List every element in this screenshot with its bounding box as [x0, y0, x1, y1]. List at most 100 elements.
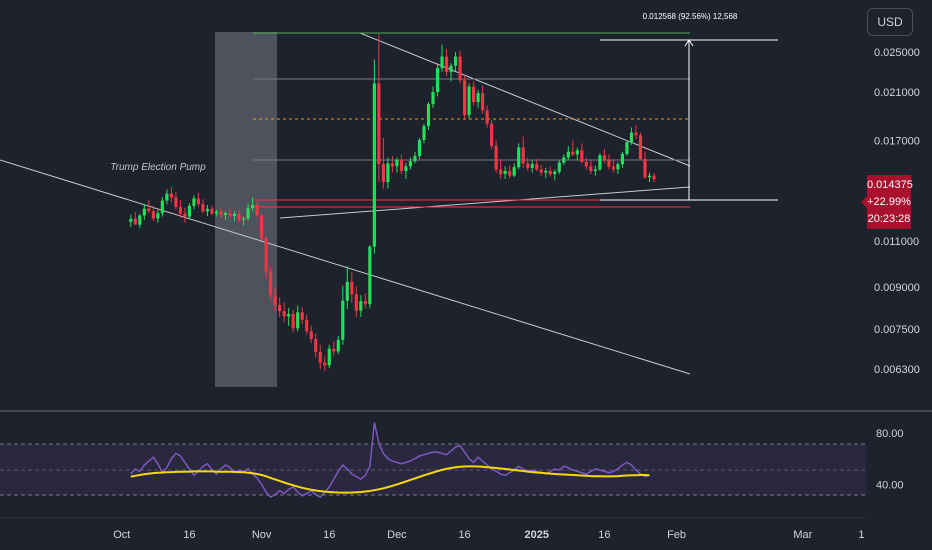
candle-body[interactable] — [399, 159, 404, 171]
candle-body[interactable] — [458, 56, 462, 81]
candle-body[interactable] — [129, 218, 133, 222]
price-scale[interactable]: 0.025000 0.021000 0.017000 0.011000 0.009000… — [874, 47, 920, 376]
candle-body[interactable] — [580, 150, 584, 162]
candle-body[interactable] — [503, 170, 507, 175]
candle-body[interactable] — [440, 56, 444, 69]
candle-body[interactable] — [553, 171, 557, 175]
candle-body[interactable] — [598, 155, 602, 170]
candle-body[interactable] — [178, 206, 182, 214]
candle-body[interactable] — [165, 193, 169, 201]
candle-body[interactable] — [381, 164, 385, 183]
candle-body[interactable] — [345, 281, 349, 301]
candle-body[interactable] — [485, 110, 489, 124]
candle-body[interactable] — [629, 132, 634, 142]
candle-body[interactable] — [156, 213, 160, 219]
candle-body[interactable] — [160, 200, 164, 214]
candle-body[interactable] — [548, 170, 552, 175]
candle-body[interactable] — [530, 164, 534, 168]
rsi-ma-line[interactable] — [130, 465, 650, 494]
candle-body[interactable] — [643, 158, 647, 178]
candle-body[interactable] — [169, 193, 173, 198]
candle-body[interactable] — [517, 147, 521, 168]
candle-body[interactable] — [314, 338, 318, 353]
candle-body[interactable] — [309, 331, 313, 339]
candles-layer[interactable] — [129, 34, 656, 371]
candle-body[interactable] — [354, 294, 358, 311]
rsi-scale[interactable]: 80.00 40.00 — [876, 428, 904, 491]
candle-body[interactable] — [332, 348, 336, 352]
candle-body[interactable] — [368, 246, 372, 305]
candle-body[interactable] — [566, 151, 570, 158]
candle-body[interactable] — [246, 208, 250, 219]
candle-body[interactable] — [228, 213, 232, 217]
candle-body[interactable] — [508, 170, 512, 176]
rsi-line[interactable] — [130, 422, 650, 499]
candle-body[interactable] — [557, 162, 561, 172]
candle-body[interactable] — [395, 159, 399, 167]
candle-body[interactable] — [201, 204, 205, 212]
candle-body[interactable] — [296, 312, 300, 329]
candle-body[interactable] — [359, 301, 363, 311]
candle-body[interactable] — [616, 164, 620, 170]
price-axis[interactable] — [866, 0, 932, 550]
candle-body[interactable] — [305, 319, 309, 332]
candle-body[interactable] — [142, 208, 146, 216]
time-scale[interactable]: Oct 16 Nov 16 Dec 16 2025 16 Feb Mar 1 — [113, 529, 864, 541]
candle-body[interactable] — [223, 213, 228, 216]
candle-body[interactable] — [539, 169, 543, 173]
candle-body[interactable] — [453, 56, 458, 66]
candle-body[interactable] — [237, 213, 241, 220]
candle-body[interactable] — [472, 86, 476, 103]
candle-body[interactable] — [219, 211, 223, 216]
candle-body[interactable] — [187, 205, 192, 217]
candle-body[interactable] — [652, 175, 656, 180]
candle-body[interactable] — [138, 215, 142, 225]
candle-body[interactable] — [638, 135, 643, 159]
candle-body[interactable] — [269, 271, 273, 296]
candle-body[interactable] — [196, 198, 201, 205]
candle-body[interactable] — [336, 339, 340, 352]
candle-body[interactable] — [232, 213, 237, 217]
candle-body[interactable] — [255, 205, 259, 216]
candle-body[interactable] — [562, 157, 566, 163]
candle-body[interactable] — [422, 126, 426, 140]
candle-body[interactable] — [300, 312, 304, 320]
candle-body[interactable] — [408, 161, 413, 167]
candle-body[interactable] — [287, 314, 291, 317]
candle-body[interactable] — [318, 352, 322, 363]
candle-body[interactable] — [499, 169, 503, 175]
candle-body[interactable] — [278, 305, 282, 312]
candle-body[interactable] — [174, 197, 178, 207]
candle-body[interactable] — [192, 198, 196, 206]
candle-body[interactable] — [593, 169, 597, 171]
candle-body[interactable] — [273, 295, 277, 306]
descending-trendline[interactable] — [0, 159, 691, 375]
candle-body[interactable] — [413, 156, 417, 162]
candle-body[interactable] — [377, 83, 381, 165]
candle-body[interactable] — [607, 160, 611, 167]
candle-body[interactable] — [535, 164, 539, 170]
candle-body[interactable] — [481, 93, 485, 111]
candle-body[interactable] — [372, 83, 376, 247]
candle-body[interactable] — [521, 147, 525, 164]
candle-body[interactable] — [327, 348, 331, 366]
candle-body[interactable] — [462, 80, 467, 116]
candle-body[interactable] — [467, 86, 471, 116]
candle-body[interactable] — [589, 166, 593, 171]
candle-body[interactable] — [647, 175, 652, 178]
candle-body[interactable] — [390, 163, 394, 167]
candle-body[interactable] — [575, 150, 579, 155]
candle-body[interactable] — [444, 56, 449, 73]
candle-body[interactable] — [205, 208, 210, 212]
candle-body[interactable] — [512, 167, 516, 176]
candle-body[interactable] — [544, 170, 548, 173]
candle-body[interactable] — [571, 151, 575, 155]
candle-body[interactable] — [323, 362, 327, 366]
currency-button[interactable]: USD — [867, 8, 913, 36]
candle-body[interactable] — [350, 281, 354, 295]
candle-body[interactable] — [210, 208, 214, 214]
triangle-upper-line[interactable] — [359, 32, 691, 167]
candle-body[interactable] — [490, 123, 494, 147]
candle-body[interactable] — [151, 211, 155, 219]
